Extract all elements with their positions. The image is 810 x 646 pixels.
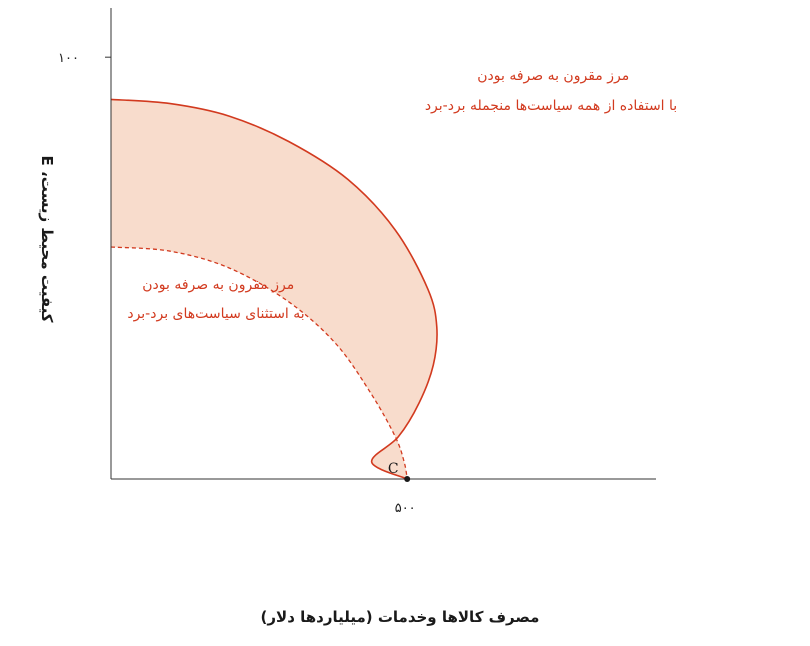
annotation-excluding-win-win: مرز مقرون به صرفه بودن به استثنای سیاست‌… <box>127 277 304 322</box>
y-ticks: ۱۰۰ <box>58 51 111 66</box>
annotation-excluding-win-win-line-1: مرز مقرون به صرفه بودن <box>142 277 294 293</box>
annotation-all-policies: مرز مقرون به صرفه بودن با استفاده از همه… <box>425 68 677 114</box>
annotation-all-policies-line-1: مرز مقرون به صرفه بودن <box>477 68 629 84</box>
y-tick-label: ۱۰۰ <box>58 51 79 66</box>
frontier-curve-excluding-win-win <box>110 246 408 480</box>
point-c-marker <box>404 476 411 482</box>
frontier-curve-all-policies <box>110 98 438 480</box>
x-tick-label: ۵۰۰ <box>395 501 416 516</box>
x-ticks: ۵۰۰ <box>395 501 416 516</box>
annotation-excluding-win-win-line-2: به استثنای سیاست‌های برد-برد <box>127 306 304 322</box>
annotation-all-policies-line-2: با استفاده از همه سیاست‌ها منجمله برد-بر… <box>425 98 677 114</box>
x-axis-title: مصرف کالاها وخدمات (میلیاردها دلار) <box>261 608 540 626</box>
point-c-label: C <box>388 461 399 477</box>
y-axis-title: کیفیت محیط زیست، E <box>38 156 56 323</box>
frontier-band-area <box>111 99 438 480</box>
